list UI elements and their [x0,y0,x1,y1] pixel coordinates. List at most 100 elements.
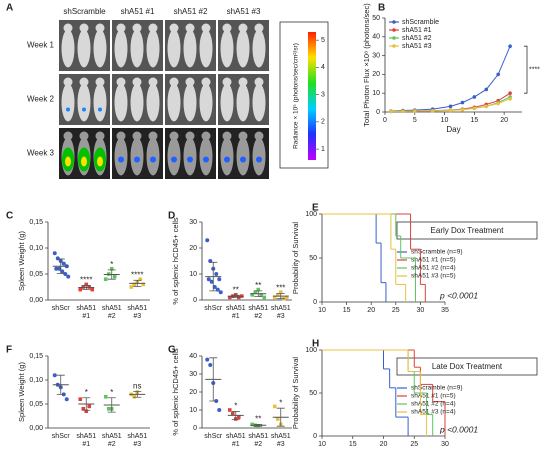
x-tick-label: #3 [133,313,141,320]
x-tick-label: shA51 [248,305,268,312]
legend-label: shA51 #2 (n=4) [411,265,456,272]
point [230,411,235,416]
mouse [114,83,128,122]
x-tick-label: 20 [380,441,388,448]
legend-label: shScramble (n=9) [411,249,462,256]
legend-dot [392,20,396,24]
y-tick-label: 100 [305,347,317,354]
x-tick-label: 10 [318,441,326,448]
significance: **** [80,276,92,285]
x-tick-label: #3 [277,441,285,448]
colorbar-tick-label: 1 [321,146,325,153]
significance: *** [276,284,285,293]
legend-label: shA51 #1 (n=5) [411,393,456,400]
x-tick-label: #3 [133,441,141,448]
y-tick-label: 50 [309,390,317,397]
mouse [199,83,213,122]
error-bar [82,285,91,290]
panel-label: E [312,203,319,214]
point [236,415,241,419]
colorbar-frame [279,21,329,169]
signal [82,107,86,112]
mouse-head [222,23,232,33]
x-tick-label: #2 [108,313,116,320]
mouse-head [169,77,179,87]
mouse-head [254,23,264,33]
column-label: shA51 #2 [174,7,208,16]
legend-label: shA51 #3 (n=4) [411,409,456,416]
mouse-head [79,131,89,141]
error-bar [254,424,263,427]
mouse-head [254,131,264,141]
legend-label: shA51 #2 [402,35,432,42]
point [103,277,108,281]
point [412,109,417,113]
colorbar-tick-label: 3 [321,91,325,98]
point [84,409,89,413]
point [138,277,143,281]
mouse-head [201,23,211,33]
y-tick-label: 0 [193,297,197,304]
significance: * [279,398,282,407]
point [448,108,453,113]
signal [134,156,140,163]
x-tick-label: 25 [392,307,400,314]
colorbar [308,32,316,160]
point [52,251,57,256]
x-tick-label: #1 [232,313,240,320]
significance: * [85,388,88,397]
y-tick-label: 20 [189,245,197,252]
point [272,404,277,409]
point [112,274,117,279]
mouse-head [169,23,179,33]
point [256,287,261,292]
y-tick-label: 20 [189,389,197,396]
legend-label: shScramble (n=9) [411,385,462,392]
point [460,107,465,112]
panel-label: G [168,345,176,356]
x-tick-label: shScr [204,433,223,440]
mouse-head [95,131,105,141]
x-tick-label: #3 [277,313,285,320]
x-tick-label: 15 [343,307,351,314]
point [64,397,69,402]
colorbar-tick-label: 2 [321,119,325,126]
point [129,285,134,289]
error-bar [133,391,142,398]
signal [256,156,262,163]
mouse-head [148,131,158,141]
point [262,295,267,300]
mouse-head [148,23,158,33]
x-tick-label: shA51 [102,305,122,312]
mouse-head [79,77,89,87]
x-tick-label: 10 [318,307,326,314]
point [84,282,89,287]
y-tick-label: 40 [372,34,380,41]
point [272,295,277,300]
point [227,295,232,300]
point [250,293,255,297]
point [66,274,71,279]
y-tick-label: 0,00 [29,425,43,432]
y-tick-label: 100 [305,211,317,218]
x-tick-label: shScr [52,305,71,312]
x-tick-label: shA51 [271,305,291,312]
point [233,293,238,297]
mouse [220,29,234,68]
y-tick-label: 0,10 [29,245,43,252]
point [78,397,83,401]
mouse-head [132,131,142,141]
x-tick-label: shA51 [102,433,122,440]
panel-label: A [6,3,13,14]
point [253,290,258,294]
x-tick-label: shA51 [76,305,96,312]
x-tick-label: shA51 [76,433,96,440]
mouse [130,29,144,68]
y-axis-label: Total Photon Flux ×10⁸ (photons/sec) [362,3,371,127]
point [389,109,393,114]
y-axis-label: % of splenic hCD45+ cells [171,348,180,436]
point [275,417,280,421]
point [275,293,280,297]
x-tick-label: shA51 [248,433,268,440]
